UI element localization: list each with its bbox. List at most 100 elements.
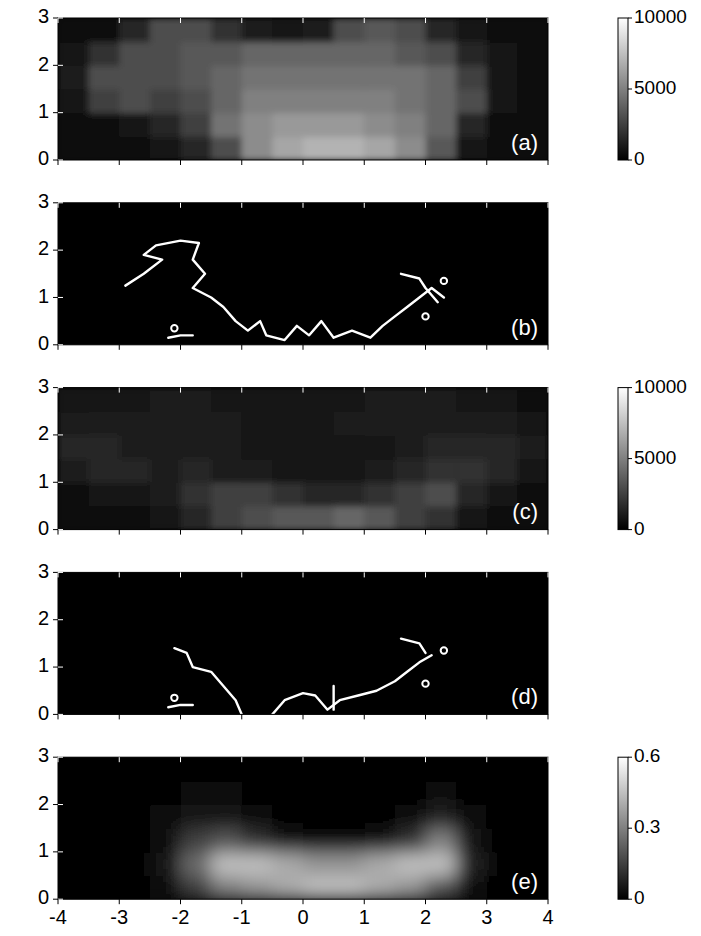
y-tick-inner xyxy=(58,482,63,483)
heatmap-cell xyxy=(487,781,518,805)
heatmap-cell xyxy=(334,852,365,876)
heatmap-cell xyxy=(395,828,426,852)
colorbar-tick-label: 5000 xyxy=(634,77,676,98)
y-tick-inner xyxy=(58,899,63,900)
x-tick-inner xyxy=(119,18,120,23)
heatmap-cell xyxy=(181,411,212,435)
y-tick-label: 0 xyxy=(38,517,49,539)
heatmap-cell xyxy=(150,757,181,781)
y-tick xyxy=(53,434,58,435)
heatmap-cell xyxy=(181,852,212,876)
x-tick-inner xyxy=(241,757,242,762)
heatmap-cell xyxy=(303,876,334,900)
colorbar-tick xyxy=(628,387,632,388)
heatmap-cell xyxy=(364,65,395,89)
y-tick-label: 0 xyxy=(38,332,49,354)
x-tick xyxy=(58,714,59,719)
heatmap-cell xyxy=(426,18,457,42)
x-tick xyxy=(303,714,304,719)
colorbar-tick-label: 10000 xyxy=(634,6,687,27)
heatmap-cell xyxy=(395,805,426,829)
heatmap-cell xyxy=(456,781,487,805)
x-tick-inner xyxy=(119,572,120,577)
x-tick xyxy=(180,345,181,350)
x-tick-inner xyxy=(425,572,426,577)
x-tick xyxy=(180,899,181,904)
y-tick-inner xyxy=(58,344,63,345)
y-tick-inner xyxy=(58,250,63,251)
y-tick xyxy=(53,250,58,251)
heatmap-cell xyxy=(211,89,242,113)
colorbar: 0500010000 xyxy=(618,376,687,539)
heatmap-cell xyxy=(456,435,487,459)
heatmap-cell xyxy=(487,18,518,42)
heatmap-cell xyxy=(364,852,395,876)
heatmap-cell xyxy=(303,482,334,506)
heatmap-cell xyxy=(242,506,273,530)
heatmap-cell xyxy=(426,459,457,483)
x-tick-label: -2 xyxy=(172,906,190,928)
x-tick xyxy=(58,899,59,904)
heatmap-cell xyxy=(426,42,457,66)
x-tick-label: 3 xyxy=(481,906,492,928)
heatmap-cell xyxy=(395,89,426,113)
y-tick-label: 1 xyxy=(38,839,49,861)
heatmap-cell xyxy=(426,757,457,781)
heatmap-cell xyxy=(334,828,365,852)
heatmap-cell xyxy=(426,136,457,160)
heatmap-cell xyxy=(364,805,395,829)
heatmap-cell xyxy=(150,42,181,66)
x-tick-inner xyxy=(486,388,487,393)
x-tick-inner xyxy=(548,18,549,23)
heatmap-cell xyxy=(211,757,242,781)
y-tick-inner xyxy=(58,112,63,113)
x-tick-inner xyxy=(303,388,304,393)
heatmap-cell xyxy=(426,852,457,876)
heatmap-cell xyxy=(242,388,273,412)
x-tick xyxy=(548,899,549,904)
heatmap-cell xyxy=(58,89,89,113)
heatmap-cell xyxy=(211,482,242,506)
colorbar-tick-label: 0 xyxy=(634,518,645,539)
heatmap-cell xyxy=(426,65,457,89)
heatmap-cell xyxy=(211,136,242,160)
heatmap-cell xyxy=(272,876,303,900)
x-tick xyxy=(241,160,242,165)
y-tick xyxy=(53,851,58,852)
y-tick xyxy=(53,202,58,203)
point xyxy=(441,278,447,284)
heatmap-cell xyxy=(242,136,273,160)
heatmap-cell xyxy=(364,136,395,160)
colorbar-tick-label: 0 xyxy=(634,148,645,169)
plot-area xyxy=(58,18,548,160)
x-tick-label: 1 xyxy=(359,906,370,928)
heatmap-cell xyxy=(150,828,181,852)
x-tick xyxy=(364,530,365,535)
y-tick-label: 0 xyxy=(38,702,49,724)
y-tick xyxy=(53,297,58,298)
colorbar-scale xyxy=(618,757,628,899)
y-tick-label: 1 xyxy=(38,470,49,492)
x-tick-label: -4 xyxy=(49,906,67,928)
heatmap-cell xyxy=(58,18,89,42)
heatmap-cell xyxy=(334,65,365,89)
heatmap-cell xyxy=(456,805,487,829)
plot-frame xyxy=(58,388,548,530)
y-tick-label: 3 xyxy=(38,190,49,212)
x-tick-inner xyxy=(364,388,365,393)
heatmap-cell xyxy=(487,65,518,89)
heatmap-cell xyxy=(303,828,334,852)
x-tick-inner xyxy=(486,572,487,577)
panel: 00.30.60123-4-3-2-101234(e) xyxy=(38,744,661,928)
heatmap-cell xyxy=(456,113,487,137)
x-tick-inner xyxy=(180,203,181,208)
heatmap-cell xyxy=(58,506,89,530)
x-tick-inner xyxy=(548,203,549,208)
x-tick-inner xyxy=(241,388,242,393)
heatmap-cell xyxy=(334,435,365,459)
heatmap-cell xyxy=(364,435,395,459)
heatmap-cell xyxy=(119,113,150,137)
heatmap-cell xyxy=(119,89,150,113)
heatmap-cell xyxy=(395,757,426,781)
x-tick xyxy=(548,345,549,350)
